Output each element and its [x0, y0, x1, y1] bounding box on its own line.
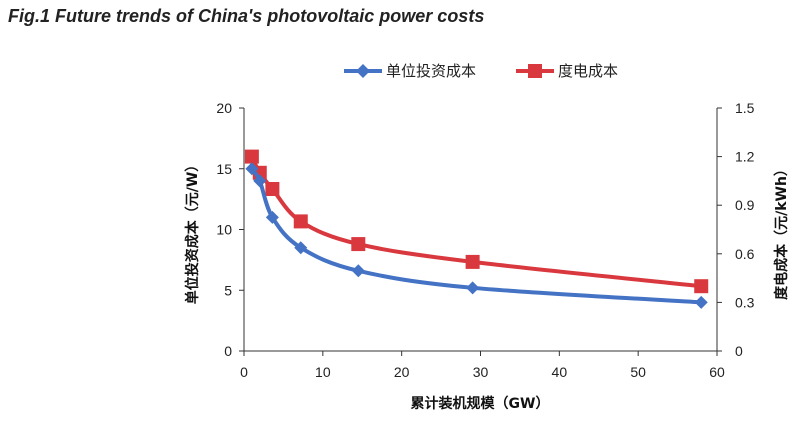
data-point-investment-cost	[253, 174, 267, 188]
right-axis: 0 0.3 0.6 0.9 1.2 1.5	[716, 100, 755, 359]
x-tick-label: 50	[630, 364, 646, 380]
right-tick-label: 0	[735, 343, 743, 359]
series-layer	[244, 149, 709, 309]
x-axis-title: 累计装机规模（GW）	[411, 395, 550, 412]
right-tick-label: 0.3	[735, 294, 755, 310]
right-tick-label: 0.6	[735, 246, 755, 262]
data-point-investment-cost	[245, 162, 259, 176]
left-tick-label: 5	[224, 282, 232, 298]
figure-title: Fig.1 Future trends of China's photovolt…	[8, 6, 485, 26]
series-investment-cost	[245, 162, 708, 309]
legend: 单位投资成本 度电成本	[344, 62, 618, 80]
right-tick-label: 1.5	[735, 100, 755, 116]
right-tick-label: 0.9	[735, 197, 755, 213]
left-tick-label: 20	[216, 100, 232, 116]
left-axis: 0 5 10 15 20	[216, 100, 245, 359]
legend-item-investment-cost: 单位投资成本	[344, 62, 476, 80]
data-point-electricity-cost	[293, 214, 308, 229]
x-tick-label: 20	[394, 364, 410, 380]
data-point-electricity-cost	[694, 279, 709, 294]
data-point-investment-cost	[265, 210, 279, 224]
right-axis-title: 度电成本（元/kWh）	[773, 162, 790, 300]
left-tick-label: 15	[216, 161, 232, 177]
data-point-investment-cost	[694, 295, 708, 309]
legend-marker-investment-cost	[356, 64, 370, 78]
x-tick-label: 30	[473, 364, 489, 380]
x-axis: 0 10 20 30 40 50 60	[240, 350, 725, 380]
data-point-electricity-cost	[351, 237, 366, 252]
x-tick-label: 0	[240, 364, 248, 380]
x-tick-label: 40	[552, 364, 568, 380]
x-tick-label: 10	[315, 364, 331, 380]
right-tick-label: 1.2	[735, 149, 755, 165]
legend-label-electricity-cost: 度电成本	[558, 62, 618, 80]
data-point-investment-cost	[294, 241, 308, 255]
data-point-investment-cost	[351, 264, 365, 278]
data-point-electricity-cost	[465, 254, 480, 269]
legend-marker-electricity-cost	[528, 64, 542, 78]
data-point-investment-cost	[466, 281, 480, 295]
left-tick-label: 0	[224, 343, 232, 359]
series-electricity-cost	[244, 149, 709, 294]
data-point-electricity-cost	[244, 149, 259, 164]
legend-item-electricity-cost: 度电成本	[516, 62, 618, 80]
left-axis-title: 单位投资成本（元/W）	[184, 158, 201, 305]
series-line-investment-cost	[249, 166, 704, 305]
legend-label-investment-cost: 单位投资成本	[386, 62, 476, 80]
data-point-electricity-cost	[265, 182, 280, 196]
x-tick-label: 60	[709, 364, 725, 380]
left-tick-label: 10	[216, 222, 232, 238]
